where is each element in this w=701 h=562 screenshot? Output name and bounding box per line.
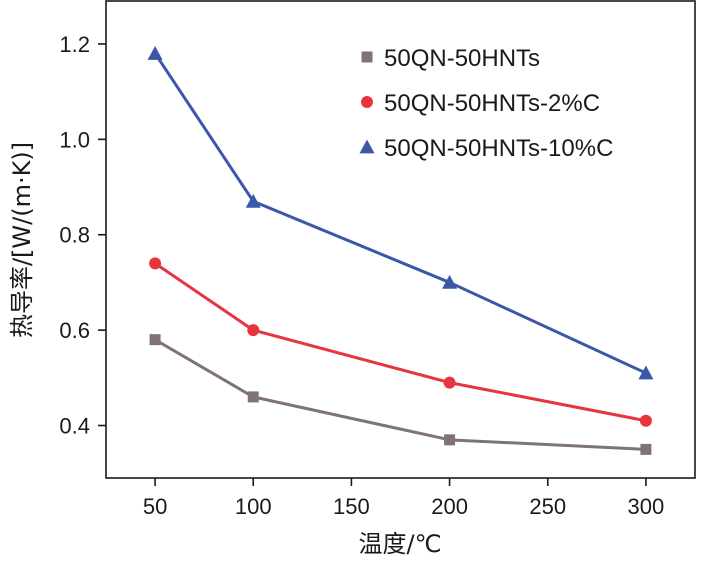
data-point: [640, 443, 652, 455]
data-point: [147, 45, 163, 60]
data-point: [245, 193, 261, 208]
legend-marker-2: [361, 96, 373, 108]
series-line-3: [153, 52, 647, 375]
legend-marker-1: [361, 51, 373, 63]
data-point: [247, 324, 260, 337]
y-tick-label: 0.8: [59, 223, 90, 248]
data-point: [444, 434, 456, 446]
legend-marker-3: [359, 139, 375, 154]
data-point: [443, 376, 456, 389]
data-point: [639, 414, 652, 427]
x-tick-label: 300: [628, 494, 665, 519]
data-point: [247, 391, 259, 403]
y-tick-label: 0.6: [59, 318, 90, 343]
series-group: [147, 45, 654, 455]
x-tick-label: 100: [235, 494, 272, 519]
series-line-1: [154, 338, 646, 451]
x-axis-title: 温度/℃: [358, 530, 441, 558]
y-tick-label: 1.0: [59, 127, 90, 152]
data-point: [442, 274, 458, 289]
data-point: [149, 257, 162, 270]
legend: 50QN-50HNTs 50QN-50HNTs-2%C 50QN-50HNTs-10…: [359, 45, 613, 162]
data-point: [638, 365, 654, 380]
y-tick-label: 0.4: [59, 414, 90, 439]
x-tick-label: 50: [143, 494, 167, 519]
plot-frame: [105, 0, 696, 479]
legend-label-2: 50QN-50HNTs-2%C: [384, 90, 600, 117]
x-tick-label: 200: [431, 494, 468, 519]
data-point: [149, 334, 161, 346]
series-line-2: [154, 262, 647, 423]
x-tick-label: 250: [529, 494, 566, 519]
legend-label-1: 50QN-50HNTs: [384, 45, 540, 72]
y-tick-label: 1.2: [59, 32, 90, 57]
x-tick-label: 150: [333, 494, 370, 519]
legend-label-3: 50QN-50HNTs-10%C: [384, 135, 613, 162]
y-axis-title: 热导率/[W/(m·K)]: [8, 142, 36, 338]
axes: 50 100 150 200 250 300 0.4 0.6 0.8 1.0 1.2: [59, 32, 664, 519]
